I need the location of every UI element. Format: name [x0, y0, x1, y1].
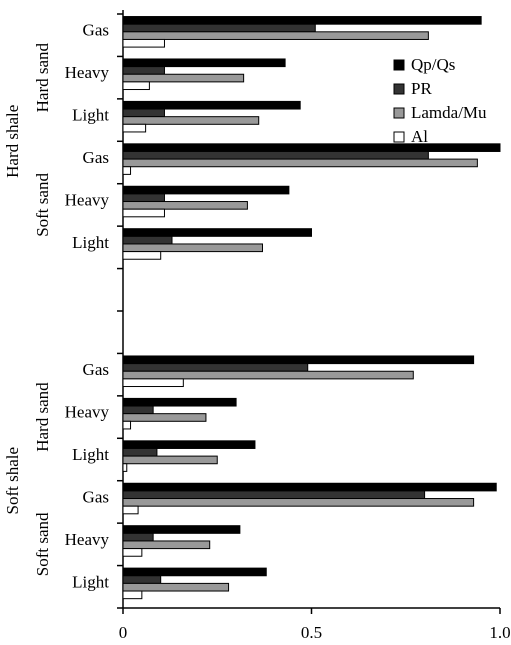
bar [122, 355, 475, 365]
y-tick-label: Light [72, 233, 109, 252]
x-tick-label: 0.5 [301, 623, 322, 642]
bar [122, 490, 426, 500]
subgroup-label: Soft sand [33, 173, 52, 237]
bar [122, 208, 165, 218]
bar [122, 482, 497, 492]
bar [122, 251, 162, 260]
legend-label: PR [411, 79, 432, 98]
bar [122, 108, 165, 118]
y-tick-label: Gas [83, 148, 109, 167]
bar [122, 23, 316, 33]
bar [122, 100, 301, 110]
legend-swatch [393, 131, 405, 143]
bar [122, 582, 230, 592]
bar [122, 532, 154, 542]
legend-label: Lamda/Mu [411, 103, 487, 122]
bar [122, 590, 143, 600]
bar [122, 123, 147, 133]
y-tick-label: Light [72, 106, 109, 125]
bar [122, 81, 150, 91]
legend-swatch [393, 107, 405, 119]
bar [122, 405, 154, 415]
bar [122, 235, 173, 245]
bar [122, 505, 139, 515]
subgroup-label: Hard sand [33, 42, 52, 112]
y-tick-label: Heavy [65, 63, 110, 82]
legend-label: Qp/Qs [411, 55, 455, 74]
bar [122, 447, 158, 457]
bar [122, 575, 162, 584]
bar [122, 228, 312, 237]
y-tick-label: Gas [83, 360, 109, 379]
bar [122, 158, 478, 168]
bar [122, 16, 482, 25]
bar [122, 193, 165, 203]
bar [122, 143, 501, 152]
bar [122, 73, 245, 83]
bar [122, 413, 207, 422]
bar [122, 463, 128, 472]
bar [122, 567, 267, 577]
y-tick-label: Gas [83, 487, 109, 506]
bar [122, 58, 286, 68]
y-tick-label: Light [72, 445, 109, 464]
subgroup-label: Soft sand [33, 512, 52, 576]
bar [122, 166, 132, 175]
x-tick-label: 1.0 [489, 623, 510, 642]
x-tick-label: 0 [119, 623, 128, 642]
bar [122, 38, 165, 48]
bar [122, 525, 241, 534]
bar [122, 185, 290, 195]
bar [122, 243, 263, 253]
bar [122, 66, 165, 75]
bar [122, 498, 475, 507]
bar [122, 116, 260, 125]
bar [122, 363, 309, 372]
bar [122, 201, 248, 210]
bar [122, 540, 211, 550]
legend-swatch [393, 83, 405, 95]
group-label: Hard shale [3, 105, 22, 178]
y-tick-label: Heavy [65, 190, 110, 209]
bar [122, 378, 184, 388]
legend-label: Al [411, 127, 428, 146]
group-label: Soft shale [3, 447, 22, 515]
bar [122, 455, 218, 465]
y-tick-label: Gas [83, 21, 109, 40]
y-tick-label: Heavy [65, 530, 110, 549]
bar [122, 397, 237, 407]
y-tick-label: Light [72, 572, 109, 591]
bar [122, 548, 143, 557]
bar [122, 150, 429, 160]
bar [122, 440, 256, 449]
bar [122, 370, 414, 380]
bar [122, 420, 132, 430]
y-tick-label: Heavy [65, 403, 110, 422]
bar [122, 31, 429, 40]
subgroup-label: Hard sand [33, 382, 52, 452]
legend-swatch [393, 59, 405, 71]
